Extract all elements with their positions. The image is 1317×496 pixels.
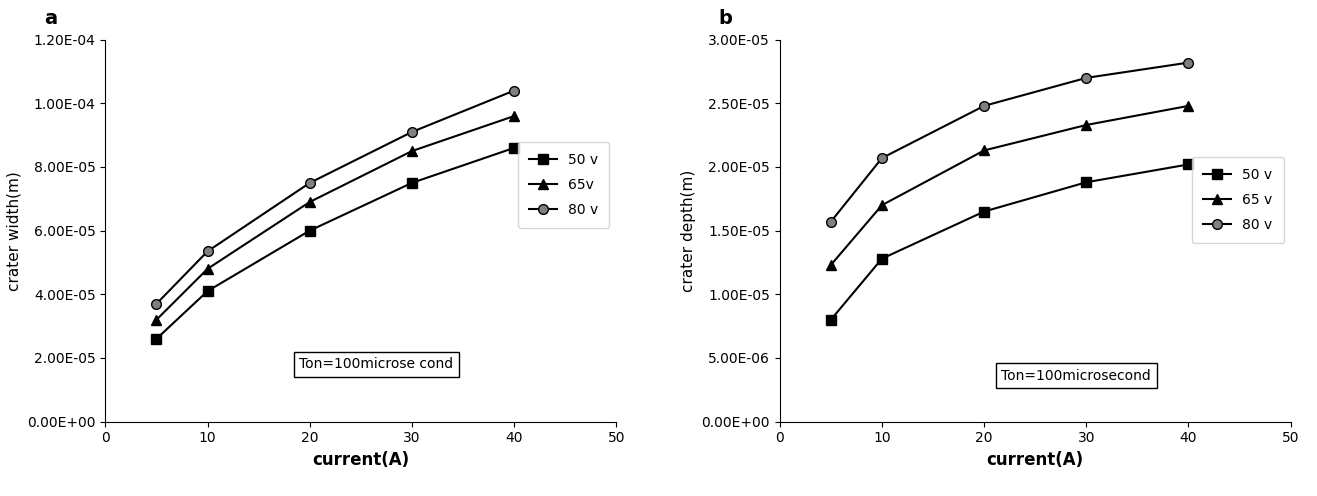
50 v bbox=[302, 228, 317, 234]
80 v bbox=[1180, 60, 1196, 65]
50 v bbox=[149, 336, 165, 342]
50 v bbox=[874, 255, 890, 261]
50 v bbox=[976, 208, 992, 214]
80 v bbox=[302, 180, 317, 186]
Line: 65v: 65v bbox=[151, 111, 519, 324]
80 v bbox=[506, 88, 522, 94]
65v bbox=[506, 113, 522, 119]
50 v bbox=[200, 288, 216, 294]
65 v bbox=[874, 202, 890, 208]
Legend: 50 v, 65v, 80 v: 50 v, 65v, 80 v bbox=[518, 141, 610, 228]
Text: Ton=100microsecond: Ton=100microsecond bbox=[1001, 369, 1151, 383]
Line: 50 v: 50 v bbox=[826, 160, 1193, 324]
65v bbox=[404, 148, 420, 154]
80 v bbox=[823, 219, 839, 225]
65 v bbox=[823, 262, 839, 268]
Text: Ton=100microse cond: Ton=100microse cond bbox=[299, 357, 453, 372]
80 v bbox=[976, 103, 992, 109]
X-axis label: current(A): current(A) bbox=[312, 451, 410, 469]
Line: 50 v: 50 v bbox=[151, 143, 519, 344]
80 v bbox=[404, 129, 420, 135]
80 v bbox=[200, 248, 216, 254]
80 v bbox=[149, 301, 165, 307]
Y-axis label: crater depth(m): crater depth(m) bbox=[681, 170, 695, 292]
Text: a: a bbox=[43, 9, 57, 28]
Line: 65 v: 65 v bbox=[826, 101, 1193, 270]
50 v bbox=[404, 180, 420, 186]
Y-axis label: crater width(m): crater width(m) bbox=[7, 171, 21, 291]
Legend: 50 v, 65 v, 80 v: 50 v, 65 v, 80 v bbox=[1192, 157, 1284, 244]
65v bbox=[302, 199, 317, 205]
X-axis label: current(A): current(A) bbox=[986, 451, 1084, 469]
65 v bbox=[976, 147, 992, 153]
65v bbox=[149, 317, 165, 323]
65 v bbox=[1180, 103, 1196, 109]
80 v bbox=[874, 155, 890, 161]
65 v bbox=[1079, 122, 1094, 128]
50 v bbox=[506, 145, 522, 151]
Text: b: b bbox=[719, 9, 732, 28]
65v bbox=[200, 266, 216, 272]
80 v bbox=[1079, 75, 1094, 81]
50 v bbox=[823, 317, 839, 323]
50 v bbox=[1079, 179, 1094, 185]
50 v bbox=[1180, 162, 1196, 168]
Line: 80 v: 80 v bbox=[826, 58, 1193, 227]
Line: 80 v: 80 v bbox=[151, 86, 519, 309]
